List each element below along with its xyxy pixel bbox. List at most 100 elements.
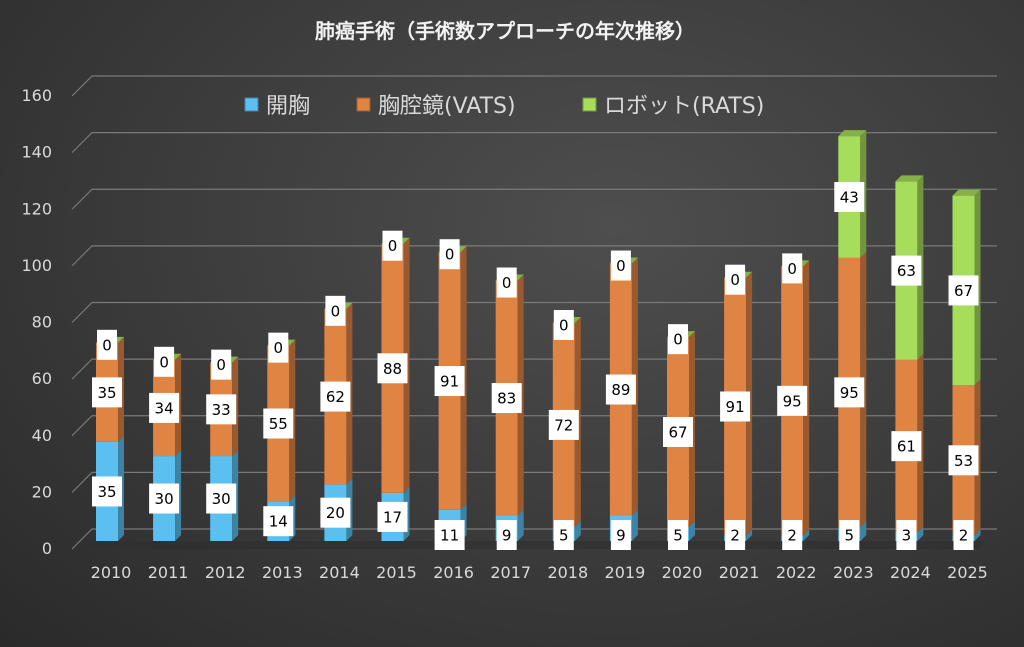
gridline: [71, 415, 997, 437]
data-label: 34: [155, 399, 174, 417]
data-label: 62: [326, 388, 345, 406]
legend-item: 胸腔鏡(VATS): [356, 94, 516, 119]
bar-stack: [96, 336, 124, 541]
data-label: 95: [840, 384, 859, 402]
data-label: 3: [902, 527, 912, 545]
data-labels: 3535030340303301455020620178801191098305…: [92, 182, 979, 550]
x-tick-label: 2024: [890, 563, 931, 582]
chart-title: 肺癌手術（手術数アプローチの年次推移）: [315, 19, 695, 43]
data-label-box: [725, 264, 746, 295]
data-label: 63: [897, 262, 916, 280]
data-label: 0: [331, 302, 341, 320]
bar-segment-side: [574, 520, 581, 541]
legend-swatch: [582, 97, 597, 112]
data-label: 5: [845, 527, 855, 545]
x-tick-label: 2022: [776, 563, 817, 582]
data-label-box: [496, 267, 517, 298]
x-tick-label: 2021: [719, 563, 760, 582]
data-label: 0: [502, 274, 512, 292]
data-label-box: [839, 520, 860, 550]
data-label-box: [777, 385, 808, 416]
data-label: 0: [159, 353, 169, 371]
data-label: 91: [726, 398, 745, 416]
data-label-box: [206, 394, 237, 425]
floor: [82, 541, 987, 549]
data-label-box: [725, 520, 746, 550]
data-label-box: [382, 230, 403, 261]
data-label: 72: [554, 416, 573, 434]
data-label-box: [320, 381, 351, 412]
data-label-box: [206, 483, 237, 514]
data-label-box: [320, 497, 351, 528]
data-label: 0: [787, 260, 797, 278]
bar-segment-side: [689, 520, 695, 541]
data-label: 95: [783, 392, 802, 410]
x-tick-label: 2015: [376, 563, 417, 582]
data-label-box: [891, 255, 922, 286]
legend-label: 胸腔鏡(VATS): [378, 94, 516, 119]
data-label: 0: [216, 356, 226, 374]
data-label: 0: [445, 246, 455, 264]
data-label: 53: [954, 452, 973, 470]
data-label-box: [434, 520, 465, 550]
data-label: 43: [840, 189, 859, 207]
data-label-box: [663, 416, 693, 447]
data-label-box: [668, 324, 688, 355]
data-label-box: [553, 309, 574, 340]
x-tick-label: 2020: [662, 563, 703, 582]
bar-segment-side: [803, 529, 810, 541]
gridline: [71, 245, 997, 267]
data-label: 67: [668, 423, 687, 441]
y-tick-label: 20: [32, 482, 52, 501]
data-label: 0: [730, 271, 740, 289]
y-tick-label: 40: [32, 426, 52, 445]
data-label: 30: [155, 490, 174, 508]
data-label: 0: [274, 339, 284, 357]
data-label-box: [154, 346, 175, 377]
data-label-box: [891, 431, 922, 462]
x-axis-ticks: 2010 2011 2012 2013 2014 2015 2016 2017 2018 2019…: [91, 563, 988, 582]
y-tick-label: 120: [21, 199, 52, 218]
data-label-box: [149, 392, 180, 423]
x-tick-label: 2011: [148, 563, 189, 582]
data-label-box: [439, 239, 460, 270]
legend-swatch: [244, 97, 259, 112]
x-tick-label: 2019: [605, 563, 646, 582]
data-label: 0: [559, 316, 569, 334]
data-label-box: [92, 476, 122, 507]
data-label: 35: [97, 384, 116, 402]
data-label: 17: [383, 508, 402, 526]
gridline: [71, 188, 997, 210]
gridline: [71, 528, 997, 550]
data-label-box: [92, 377, 122, 408]
data-label-box: [268, 332, 289, 363]
bar-segment-side: [860, 520, 867, 541]
data-label: 33: [212, 401, 231, 419]
data-label-box: [720, 391, 751, 422]
y-tick-label: 100: [21, 256, 52, 275]
data-label-box: [211, 349, 232, 380]
bar-stack: [895, 175, 924, 541]
data-label-box: [953, 520, 974, 550]
data-label: 11: [440, 527, 459, 545]
x-tick-label: 2025: [947, 563, 988, 582]
y-tick-label: 80: [32, 313, 52, 332]
bar-top: [895, 175, 924, 182]
data-label-box: [97, 329, 117, 360]
data-label-box: [149, 483, 180, 514]
data-label-box: [948, 445, 979, 476]
bar-segment-side: [631, 509, 638, 541]
data-label: 20: [326, 504, 345, 522]
data-label: 5: [559, 527, 569, 545]
x-tick-label: 2010: [91, 563, 132, 582]
data-label-box: [325, 295, 346, 326]
data-label: 0: [102, 336, 112, 354]
data-label-box: [782, 520, 803, 550]
data-label-box: [263, 506, 294, 537]
data-label: 2: [787, 527, 797, 545]
x-tick-label: 2012: [205, 563, 246, 582]
legend-label: 開胸: [266, 94, 310, 119]
data-label: 91: [440, 373, 459, 391]
data-label: 89: [611, 381, 630, 399]
